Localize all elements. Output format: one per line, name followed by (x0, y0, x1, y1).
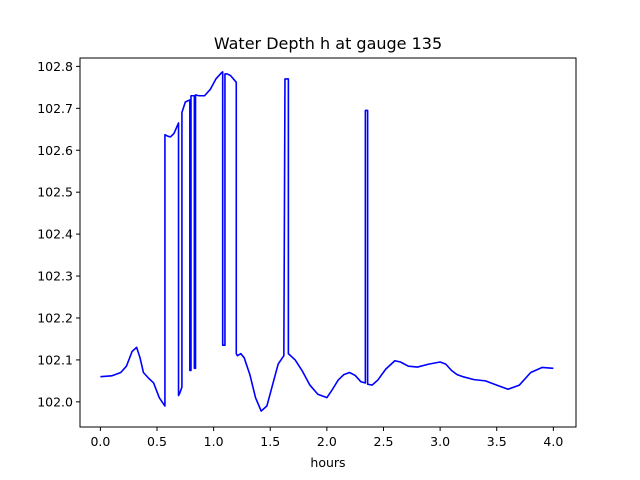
y-tick-label: 102.8 (37, 59, 73, 74)
y-ticks: 102.0 102.1 102.2 102.3 102.4 102.5 102.6 102.7… (37, 59, 80, 409)
y-tick-label: 102.2 (37, 310, 73, 325)
x-tick-label: 0.5 (147, 434, 167, 449)
series-line-water-depth (100, 71, 554, 412)
x-tick-label: 2.5 (374, 434, 394, 449)
plot-frame (79, 57, 577, 428)
y-tick-label: 102.7 (37, 101, 73, 116)
chart-title: Water Depth h at gauge 135 (214, 34, 442, 53)
x-tick-label: 3.5 (487, 434, 507, 449)
x-tick-label: 3.0 (430, 434, 450, 449)
y-tick-label: 102.0 (37, 394, 73, 409)
x-ticks: 0.0 0.5 1.0 1.5 2.0 2.5 3.0 3.5 4.0 (90, 427, 563, 449)
x-axis-label: hours (310, 455, 345, 470)
y-tick-label: 102.6 (37, 143, 73, 158)
x-tick-label: 4.0 (543, 434, 563, 449)
y-tick-label: 102.3 (37, 269, 73, 284)
y-tick-label: 102.5 (37, 185, 73, 200)
x-tick-label: 1.0 (204, 434, 224, 449)
y-tick-label: 102.1 (37, 352, 73, 367)
x-tick-label: 2.0 (317, 434, 337, 449)
series-layer (100, 71, 554, 412)
x-tick-label: 0.0 (90, 434, 110, 449)
x-tick-label: 1.5 (260, 434, 280, 449)
y-tick-label: 102.4 (37, 227, 73, 242)
